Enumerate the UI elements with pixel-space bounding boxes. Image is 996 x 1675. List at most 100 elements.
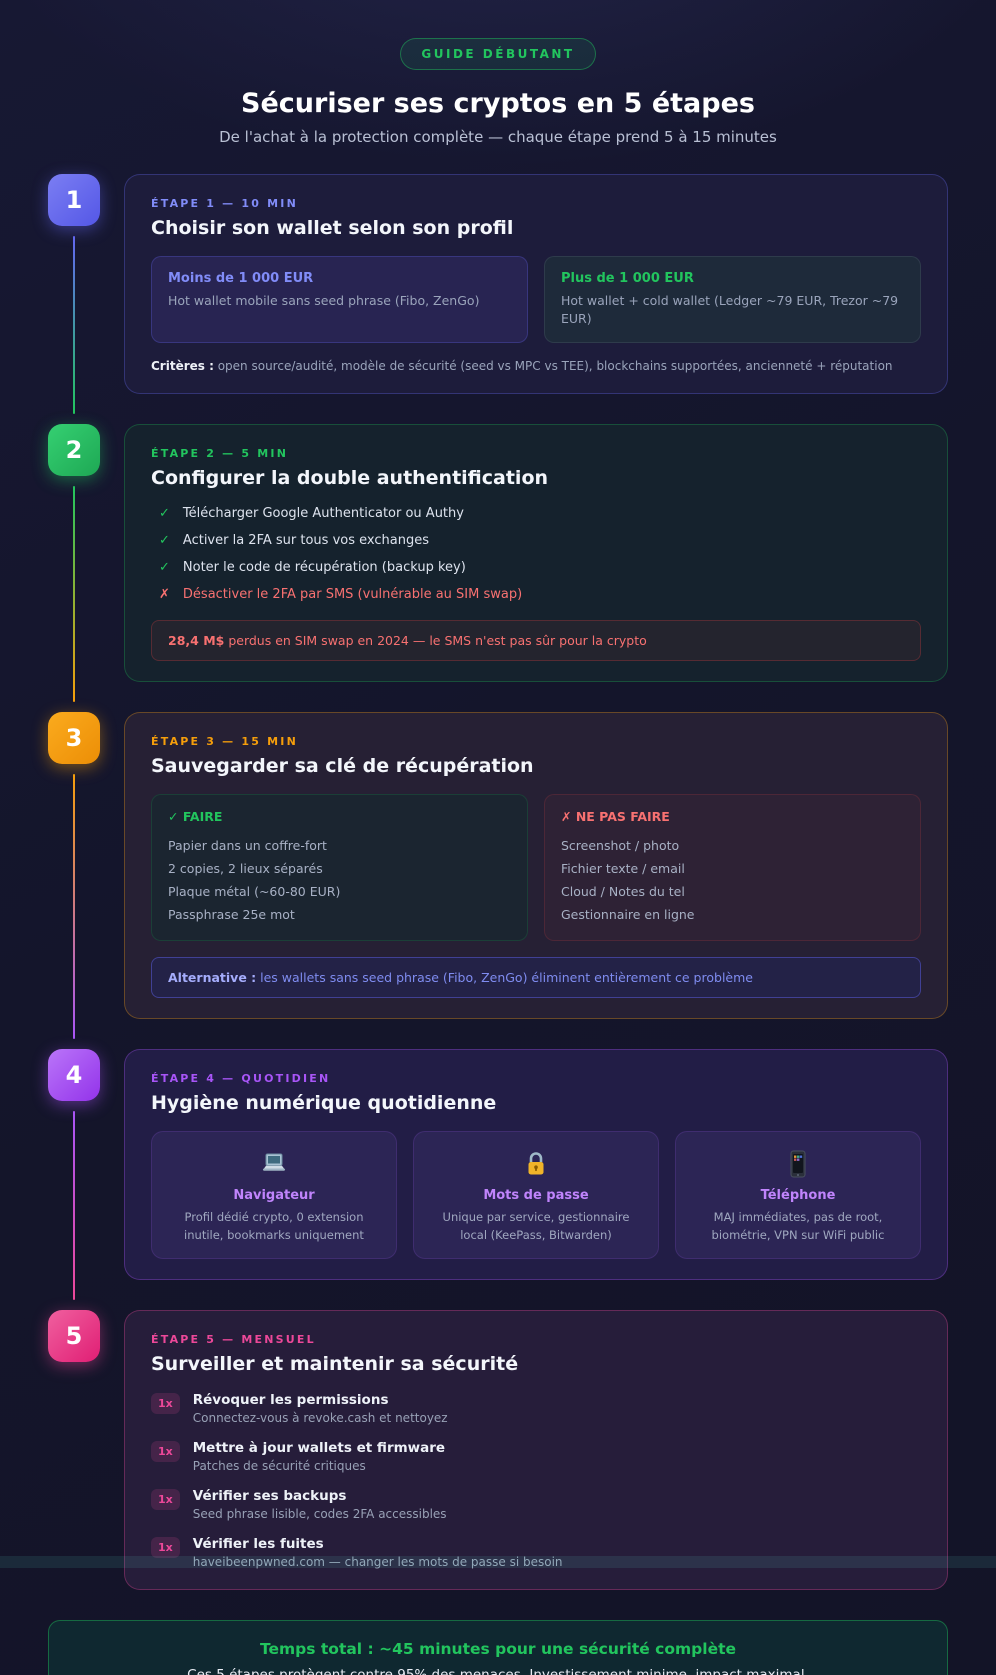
task-revoke-permissions: 1x Révoquer les permissions Connectez-vo… <box>151 1392 921 1425</box>
step-1-title: Choisir son wallet selon son profil <box>151 217 514 240</box>
wallet-option-body: Hot wallet mobile sans seed phrase (Fibo… <box>168 293 480 309</box>
do-item: Plaque métal (~60-80 EUR) <box>168 884 341 900</box>
summary-body: Ces 5 étapes protègent contre 95% des me… <box>187 1666 809 1675</box>
step-5: 5 ÉTAPE 5 — MENSUEL Surveiller et mainte… <box>48 1309 948 1620</box>
criteria-line: Critères : open source/audité, modèle de… <box>151 359 921 373</box>
wallet-option-title: Moins de 1 000 EUR <box>168 271 314 287</box>
task-title: Vérifier les fuites <box>192 1535 324 1552</box>
tile-passwords: Mots de passe Unique par service, gestio… <box>413 1131 659 1259</box>
frequency-badge: 1x <box>151 1392 180 1414</box>
page-subtitle: De l'achat à la protection complète — ch… <box>219 128 777 147</box>
tile-browser: Navigateur Profil dédié crypto, 0 extens… <box>151 1131 397 1259</box>
total-time-callout: Temps total : ~45 minutes pour une sécur… <box>48 1619 948 1675</box>
task-title: Révoquer les permissions <box>192 1391 389 1408</box>
task-update-wallets: 1x Mettre à jour wallets et firmware Pat… <box>151 1440 921 1473</box>
check-icon: ✓ <box>159 506 170 522</box>
check-icon: ✓ <box>159 560 170 576</box>
tile-body: MAJ immédiates, pas de root, biométrie, … <box>711 1210 885 1242</box>
wallet-option-over-1000: Plus de 1 000 EUR Hot wallet + cold wall… <box>544 256 921 344</box>
summary-title: Temps total : ~45 minutes pour une sécur… <box>259 1639 737 1658</box>
frequency-badge: 1x <box>151 1488 180 1510</box>
dont-item: Cloud / Notes du tel <box>561 884 685 900</box>
monthly-tasks: 1x Révoquer les permissions Connectez-vo… <box>151 1392 921 1569</box>
step-4-title: Hygiène numérique quotidienne <box>151 1092 497 1115</box>
tile-phone: Téléphone MAJ immédiates, pas de root, b… <box>675 1131 921 1259</box>
alternative-label: Alternative : <box>168 970 257 986</box>
tile-title: Téléphone <box>760 1188 836 1204</box>
step-4-number-badge: 4 <box>48 1049 100 1102</box>
step-4-card: ÉTAPE 4 — QUOTIDIEN Hygiène numérique qu… <box>124 1049 948 1280</box>
step-5-card: ÉTAPE 5 — MENSUEL Surveiller et mainteni… <box>124 1309 948 1590</box>
step-5-number-badge: 5 <box>48 1309 100 1362</box>
lock-icon <box>428 1148 644 1180</box>
step-connector <box>73 774 75 1040</box>
tile-body: Profil dédié crypto, 0 extension inutile… <box>184 1210 364 1242</box>
dont-card-header: ✗ NE PAS FAIRE <box>561 809 670 825</box>
frequency-badge: 1x <box>151 1536 180 1558</box>
do-card-header: ✓ FAIRE <box>168 809 223 825</box>
step-1-number-badge: 1 <box>48 174 100 227</box>
checklist-item: ✗ Désactiver le 2FA par SMS (vulnérable a… <box>159 587 523 603</box>
step-5-rail: 5 <box>48 1309 100 1620</box>
page-title: Sécuriser ses cryptos en 5 étapes <box>241 88 755 119</box>
step-connector <box>73 1111 75 1300</box>
step-3-number-badge: 3 <box>48 712 100 765</box>
task-verify-backups: 1x Vérifier ses backups Seed phrase lisi… <box>151 1488 921 1521</box>
guide-badge: GUIDE DÉBUTANT <box>400 38 596 70</box>
hygiene-tiles: Navigateur Profil dédié crypto, 0 extens… <box>151 1131 921 1259</box>
step-connector <box>73 236 75 415</box>
task-subtitle: Patches de sécurité critiques <box>192 1458 366 1473</box>
step-2-number-badge: 2 <box>48 424 100 477</box>
step-2-card: ÉTAPE 2 — 5 MIN Configurer la double aut… <box>124 424 948 683</box>
checklist-item: ✓ Télécharger Google Authenticator ou Aut… <box>159 506 464 522</box>
alternative-callout: Alternative : les wallets sans seed phra… <box>151 957 921 999</box>
bottom-band <box>0 1556 996 1568</box>
task-subtitle: Connectez-vous à revoke.cash et nettoyez <box>192 1410 448 1425</box>
dont-item: Fichier texte / email <box>561 861 685 877</box>
step-2: 2 ÉTAPE 2 — 5 MIN Configurer la double a… <box>48 424 948 712</box>
wallet-options: Moins de 1 000 EUR Hot wallet mobile san… <box>151 256 921 344</box>
step-3-card: ÉTAPE 3 — 15 MIN Sauvegarder sa clé de r… <box>124 712 948 1020</box>
step-1-label: ÉTAPE 1 — 10 MIN <box>151 197 298 211</box>
task-subtitle: haveibeenpwned.com — changer les mots de… <box>192 1554 563 1569</box>
2fa-checklist: ✓ Télécharger Google Authenticator ou Aut… <box>151 506 921 602</box>
stat-text: perdus en SIM swap en 2024 — le SMS n'es… <box>228 633 647 649</box>
step-5-title: Surveiller et maintenir sa sécurité <box>151 1352 519 1375</box>
stat-amount: 28,4 M$ <box>168 633 225 649</box>
check-icon: ✓ <box>159 533 170 549</box>
do-item: Papier dans un coffre-fort <box>168 838 327 854</box>
step-2-label: ÉTAPE 2 — 5 MIN <box>151 447 289 461</box>
step-1-rail: 1 <box>48 174 100 424</box>
step-4-rail: 4 <box>48 1049 100 1310</box>
laptop-icon <box>166 1148 382 1180</box>
dont-card: ✗ NE PAS FAIRE Screenshot / photo Fichie… <box>544 794 921 942</box>
wallet-option-body: Hot wallet + cold wallet (Ledger ~79 EUR… <box>561 293 899 327</box>
step-1: 1 ÉTAPE 1 — 10 MIN Choisir son wallet se… <box>48 174 948 424</box>
frequency-badge: 1x <box>151 1440 180 1462</box>
dont-item: Gestionnaire en ligne <box>561 907 695 923</box>
step-5-label: ÉTAPE 5 — MENSUEL <box>151 1332 316 1346</box>
checklist-item: ✓ Activer la 2FA sur tous vos exchanges <box>159 533 429 549</box>
criteria-label: Critères : <box>151 359 214 374</box>
criteria-text: open source/audité, modèle de sécurité (… <box>217 359 893 374</box>
do-list: Papier dans un coffre-fort 2 copies, 2 l… <box>168 834 511 926</box>
do-card: ✓ FAIRE Papier dans un coffre-fort 2 cop… <box>151 794 528 942</box>
step-2-title: Configurer la double authentification <box>151 467 549 490</box>
task-check-leaks: 1x Vérifier les fuites haveibeenpwned.co… <box>151 1536 921 1569</box>
step-connector <box>73 486 75 703</box>
tile-title: Navigateur <box>233 1188 315 1204</box>
phone-icon <box>690 1148 906 1180</box>
do-item: 2 copies, 2 lieux séparés <box>168 861 323 877</box>
checklist-item: ✓ Noter le code de récupération (backup k… <box>159 560 466 576</box>
do-dont-cards: ✓ FAIRE Papier dans un coffre-fort 2 cop… <box>151 794 921 942</box>
step-3-rail: 3 <box>48 712 100 1049</box>
step-3-title: Sauvegarder sa clé de récupération <box>151 755 534 778</box>
task-title: Mettre à jour wallets et firmware <box>192 1439 446 1456</box>
sim-swap-stat-callout: 28,4 M$ perdus en SIM swap en 2024 — le … <box>151 620 921 662</box>
dont-item: Screenshot / photo <box>561 838 680 854</box>
dont-list: Screenshot / photo Fichier texte / email… <box>561 834 904 926</box>
step-3-label: ÉTAPE 3 — 15 MIN <box>151 735 298 749</box>
wallet-option-under-1000: Moins de 1 000 EUR Hot wallet mobile san… <box>151 256 528 344</box>
step-3: 3 ÉTAPE 3 — 15 MIN Sauvegarder sa clé de… <box>48 712 948 1049</box>
